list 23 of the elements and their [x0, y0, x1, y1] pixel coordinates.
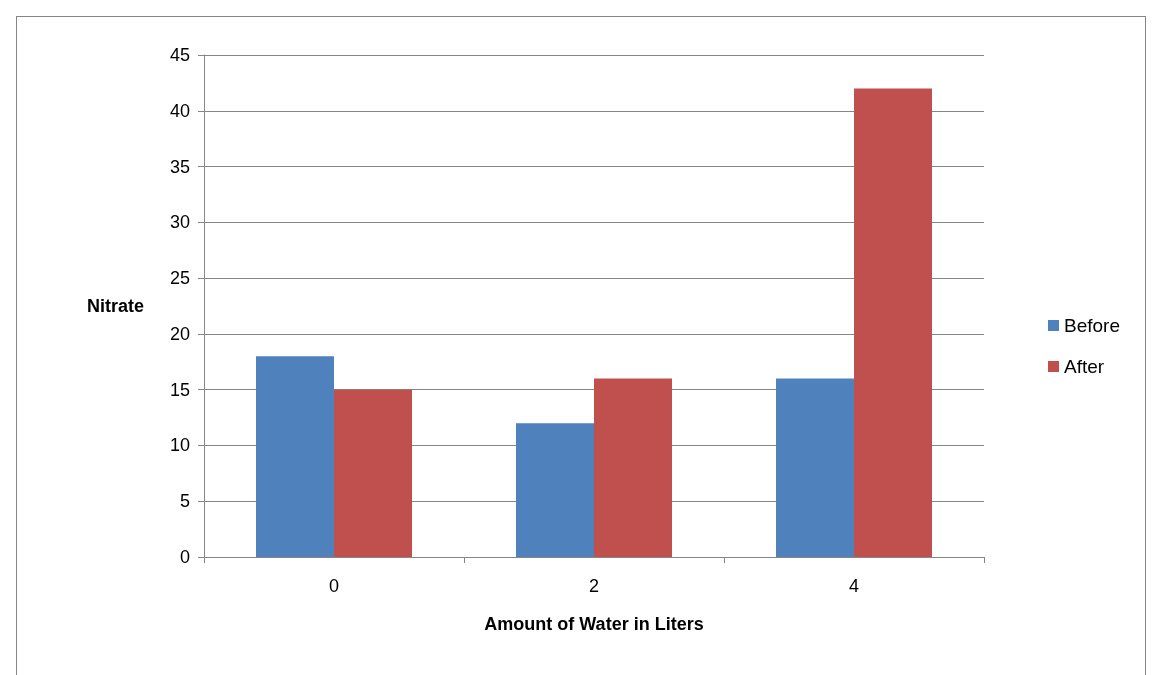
y-tick-label: 20 — [169, 323, 190, 344]
y-tick-label: 15 — [169, 379, 190, 400]
y-tick-label: 0 — [179, 547, 190, 567]
bar — [594, 378, 672, 557]
y-tick-label: 25 — [169, 268, 190, 289]
x-tick-label: 0 — [328, 576, 340, 596]
legend-label: After — [1064, 356, 1105, 377]
y-axis-title: Nitrate — [86, 296, 144, 316]
y-tick-label: 30 — [169, 212, 190, 233]
y-tick-label: 35 — [169, 156, 190, 177]
bar — [256, 356, 334, 557]
bar — [776, 378, 854, 557]
bar — [334, 389, 412, 557]
x-tick-label: 4 — [848, 576, 860, 596]
x-tick-label: 2 — [588, 576, 600, 596]
y-tick-label: 5 — [179, 491, 190, 512]
y-tick-label: 45 — [169, 45, 190, 65]
y-tick-label: 40 — [169, 100, 190, 121]
bar — [854, 88, 932, 557]
y-tick-label: 10 — [169, 435, 190, 456]
legend-label: Before — [1064, 315, 1120, 336]
bar — [516, 423, 594, 557]
x-axis-title: Amount of Water in Liters — [484, 614, 704, 634]
